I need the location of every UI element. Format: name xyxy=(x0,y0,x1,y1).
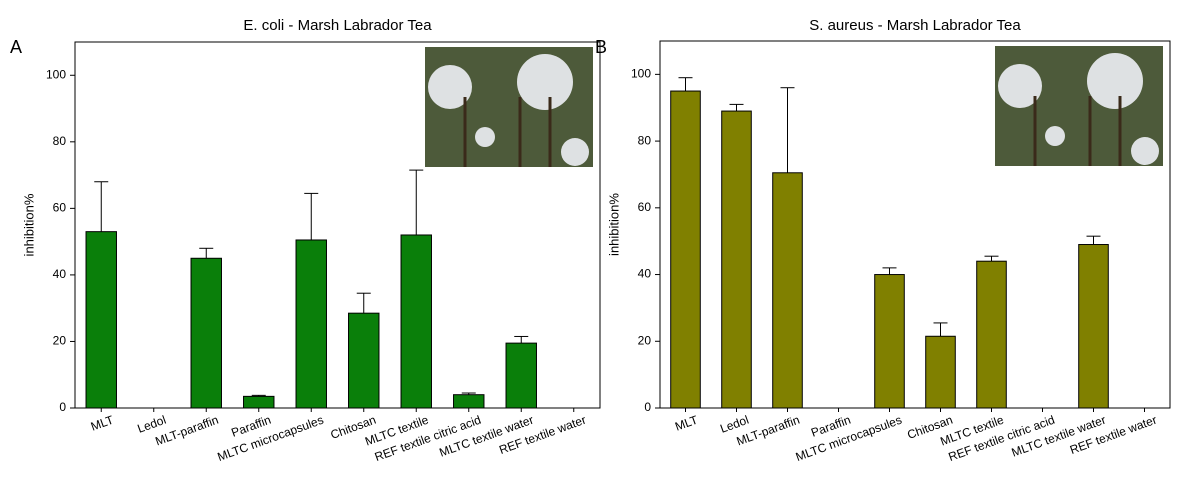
figure: A E. coli - Marsh Labrador Tea inhibition%… xyxy=(0,0,1182,475)
bar xyxy=(506,343,536,408)
y-tick-label: 40 xyxy=(53,267,67,281)
bar xyxy=(875,275,905,408)
error-bar xyxy=(679,78,693,91)
error-bar xyxy=(94,182,108,232)
y-tick-label: 40 xyxy=(638,267,652,281)
error-bar xyxy=(514,336,528,343)
bar xyxy=(977,261,1007,408)
bar xyxy=(244,396,274,408)
bar xyxy=(86,232,116,408)
bar xyxy=(671,91,701,408)
bar xyxy=(454,395,484,408)
bar xyxy=(349,313,379,408)
error-bar xyxy=(409,170,423,235)
error-bar xyxy=(934,323,948,336)
y-axis-label: inhibition% xyxy=(606,193,621,256)
error-bar xyxy=(730,104,744,111)
x-tick-label: MLT xyxy=(89,412,116,433)
y-tick-label: 80 xyxy=(53,134,67,148)
bar xyxy=(401,235,431,408)
y-tick-label: 0 xyxy=(59,400,66,414)
bar xyxy=(296,240,326,408)
y-tick-label: 80 xyxy=(638,133,652,147)
y-tick-label: 100 xyxy=(631,67,651,81)
error-bar xyxy=(357,293,371,313)
chart-title: S. aureus - Marsh Labrador Tea xyxy=(809,17,1021,34)
x-tick-label: MLT xyxy=(673,412,700,433)
error-bar xyxy=(1087,236,1101,244)
error-bar xyxy=(883,268,897,275)
bar xyxy=(1079,245,1109,408)
photo-flower xyxy=(561,138,589,166)
y-tick-label: 20 xyxy=(53,334,67,348)
photo-flower xyxy=(1087,53,1143,109)
error-bar xyxy=(304,193,318,240)
bar xyxy=(773,173,803,408)
error-bar xyxy=(781,88,795,173)
photo-flower xyxy=(1045,126,1065,146)
bar xyxy=(926,336,956,408)
bar xyxy=(191,258,221,408)
y-tick-label: 20 xyxy=(638,333,652,347)
bar xyxy=(722,111,752,408)
error-bar xyxy=(985,256,999,261)
y-tick-label: 0 xyxy=(644,400,651,414)
panel-label: A xyxy=(10,37,22,57)
y-tick-label: 100 xyxy=(46,67,66,81)
photo-flower xyxy=(517,54,573,110)
photo-flower xyxy=(1131,137,1159,165)
panel-label: B xyxy=(595,37,607,57)
y-axis-label: inhibition% xyxy=(21,193,36,256)
y-tick-label: 60 xyxy=(638,200,652,214)
error-bar xyxy=(199,248,213,258)
chart-title: E. coli - Marsh Labrador Tea xyxy=(243,17,432,34)
photo-flower xyxy=(475,127,495,147)
y-tick-label: 60 xyxy=(53,201,67,215)
